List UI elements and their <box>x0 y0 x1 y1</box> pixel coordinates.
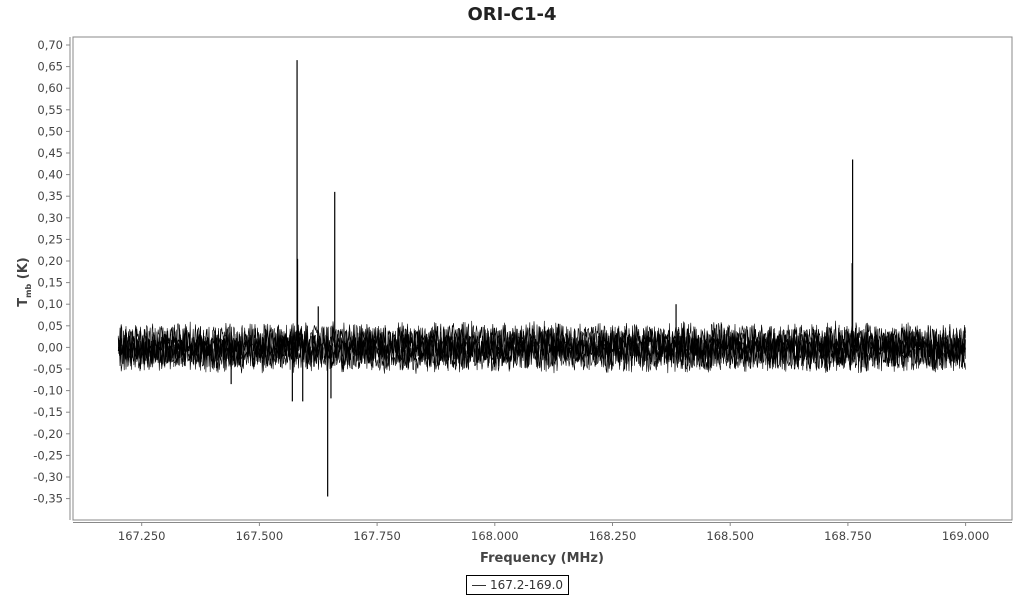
y-tick-label: -0,05 <box>33 362 63 376</box>
y-tick-label: 0,60 <box>37 81 63 95</box>
y-tick-label: 0,50 <box>37 124 63 138</box>
y-tick-label: -0,35 <box>33 492 63 506</box>
x-tick-label: 167.750 <box>353 529 401 543</box>
y-tick-label: 0,40 <box>37 168 63 182</box>
legend-swatch <box>472 585 486 586</box>
y-tick-label: 0,20 <box>37 254 63 268</box>
y-tick-label: 0,00 <box>37 340 63 354</box>
y-tick-label: 0,15 <box>37 276 63 290</box>
x-tick-label: 168.750 <box>824 529 872 543</box>
y-tick-label: -0,30 <box>33 470 63 484</box>
y-tick-label: -0,20 <box>33 427 63 441</box>
legend-label: 167.2-169.0 <box>490 578 564 592</box>
y-axis-label: Tmb (K) <box>16 257 33 306</box>
x-tick-label: 169.000 <box>942 529 990 543</box>
y-tick-label: 0,55 <box>37 103 63 117</box>
y-tick-label: 0,35 <box>37 189 63 203</box>
y-tick-label: 0,30 <box>37 211 63 225</box>
chart-title: ORI-C1-4 <box>467 4 557 25</box>
y-tick-label: 0,10 <box>37 297 63 311</box>
plot-area <box>72 36 1013 521</box>
x-tick-label: 168.250 <box>589 529 637 543</box>
x-tick-label: 167.250 <box>118 529 166 543</box>
y-tick-label: -0,25 <box>33 448 63 462</box>
y-tick-label: 0,25 <box>37 232 63 246</box>
x-tick-label: 168.000 <box>471 529 519 543</box>
x-tick-label: 168.500 <box>706 529 754 543</box>
y-tick-label: 0,65 <box>37 60 63 74</box>
x-axis-label: Frequency (MHz) <box>480 551 604 566</box>
y-tick-label: 0,05 <box>37 319 63 333</box>
y-tick-label: -0,15 <box>33 405 63 419</box>
x-tick-label: 167.500 <box>236 529 284 543</box>
y-tick-label: 0,70 <box>37 38 63 52</box>
series-trace <box>117 320 966 363</box>
y-tick-label: -0,10 <box>33 384 63 398</box>
legend: 167.2-169.0 <box>466 575 570 595</box>
y-tick-label: 0,45 <box>37 146 63 160</box>
